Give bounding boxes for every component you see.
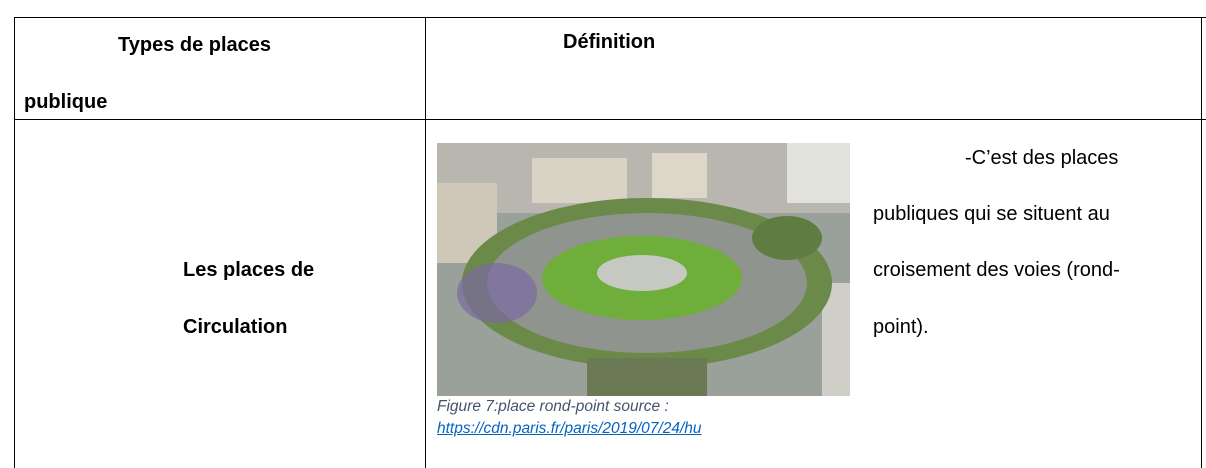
cell-text: -C’est des places	[965, 147, 1119, 169]
cell-text: Les places de	[183, 259, 315, 281]
table-border-right	[1201, 17, 1202, 468]
header-text: publique	[24, 91, 108, 113]
row-divider	[14, 119, 1206, 120]
figure-caption: Figure 7:place rond-point source :	[437, 398, 669, 415]
figure-image	[437, 143, 850, 396]
cell-text: croisement des voies (rond-	[873, 259, 1120, 281]
header-text: Types de places	[118, 34, 272, 56]
cell-text: point).	[873, 316, 929, 338]
table-border-left	[14, 17, 15, 468]
figure-link[interactable]: https://cdn.paris.fr/paris/2019/07/24/hu	[437, 420, 702, 437]
cell-text: Circulation	[183, 316, 288, 338]
header-text: Définition	[563, 31, 656, 53]
column-divider	[425, 17, 426, 468]
cell-text: publiques qui se situent au	[873, 203, 1110, 225]
table-border-top	[14, 17, 1206, 18]
